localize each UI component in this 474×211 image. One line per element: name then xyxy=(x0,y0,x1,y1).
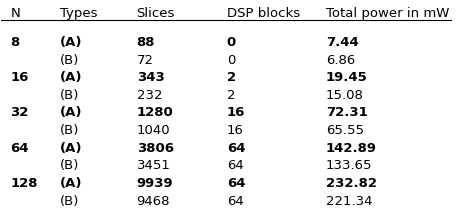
Text: 9939: 9939 xyxy=(137,177,173,190)
Text: 64: 64 xyxy=(227,142,245,155)
Text: (B): (B) xyxy=(60,54,79,66)
Text: 343: 343 xyxy=(137,71,164,84)
Text: 221.34: 221.34 xyxy=(326,195,373,208)
Text: 232.82: 232.82 xyxy=(326,177,377,190)
Text: DSP blocks: DSP blocks xyxy=(227,7,300,20)
Text: 7.44: 7.44 xyxy=(326,36,359,49)
Text: Total power in mW: Total power in mW xyxy=(326,7,449,20)
Text: 88: 88 xyxy=(137,36,155,49)
Text: 64: 64 xyxy=(227,195,244,208)
Text: 65.55: 65.55 xyxy=(326,124,364,137)
Text: 3806: 3806 xyxy=(137,142,173,155)
Text: 19.45: 19.45 xyxy=(326,71,368,84)
Text: 9468: 9468 xyxy=(137,195,170,208)
Text: 0: 0 xyxy=(227,54,235,66)
Text: Slices: Slices xyxy=(137,7,175,20)
Text: 72: 72 xyxy=(137,54,154,66)
Text: (A): (A) xyxy=(60,142,82,155)
Text: 8: 8 xyxy=(10,36,19,49)
Text: 72.31: 72.31 xyxy=(326,107,368,119)
Text: 3451: 3451 xyxy=(137,160,171,172)
Text: (A): (A) xyxy=(60,107,82,119)
Text: 133.65: 133.65 xyxy=(326,160,373,172)
Text: 32: 32 xyxy=(10,107,29,119)
Text: 16: 16 xyxy=(227,124,244,137)
Text: 1040: 1040 xyxy=(137,124,170,137)
Text: 64: 64 xyxy=(227,177,245,190)
Text: 64: 64 xyxy=(227,160,244,172)
Text: 15.08: 15.08 xyxy=(326,89,364,102)
Text: 142.89: 142.89 xyxy=(326,142,377,155)
Text: 16: 16 xyxy=(10,71,29,84)
Text: (B): (B) xyxy=(60,195,79,208)
Text: 16: 16 xyxy=(227,107,245,119)
Text: (B): (B) xyxy=(60,160,79,172)
Text: 1280: 1280 xyxy=(137,107,173,119)
Text: (B): (B) xyxy=(60,124,79,137)
Text: 2: 2 xyxy=(227,89,235,102)
Text: 128: 128 xyxy=(10,177,38,190)
Text: 0: 0 xyxy=(227,36,236,49)
Text: (A): (A) xyxy=(60,177,82,190)
Text: (A): (A) xyxy=(60,36,82,49)
Text: N: N xyxy=(10,7,20,20)
Text: (B): (B) xyxy=(60,89,79,102)
Text: Types: Types xyxy=(60,7,98,20)
Text: 6.86: 6.86 xyxy=(326,54,355,66)
Text: (A): (A) xyxy=(60,71,82,84)
Text: 2: 2 xyxy=(227,71,236,84)
Text: 232: 232 xyxy=(137,89,162,102)
Text: 64: 64 xyxy=(10,142,29,155)
